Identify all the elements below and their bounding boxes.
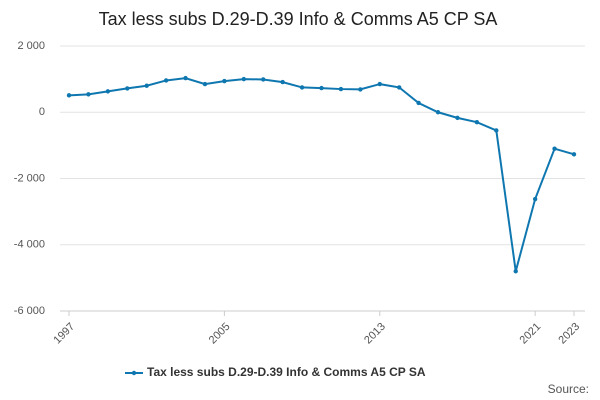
data-point [222,78,227,84]
data-point [319,85,324,91]
data-point [280,79,285,85]
data-point [183,75,188,81]
data-point [416,100,421,106]
data-point [125,86,130,91]
data-point [358,87,363,92]
data-point [377,81,382,87]
data-point [105,89,111,94]
legend-marker [131,370,137,376]
y-tick-label: -6 000 [14,305,45,317]
data-point [455,115,460,121]
x-tick-label: 1997 [51,321,77,347]
data-point [338,86,344,92]
data-point [202,81,208,87]
data-point [474,119,480,125]
data-point [86,92,91,97]
data-point [241,76,247,82]
data-point [494,128,499,133]
data-point [261,77,266,82]
y-tick-label: 0 [39,106,45,118]
data-point [66,93,72,98]
x-tick-label: 2021 [518,321,544,347]
chart-title: Tax less subs D.29-D.39 Info & Comms A5 … [99,9,498,29]
x-tick-label: 2005 [207,321,233,347]
x-tick-label: 2013 [362,321,388,347]
data-point [299,85,305,90]
data-point [163,78,169,83]
data-point [435,110,441,115]
y-tick-label: -4 000 [14,239,45,251]
y-tick-label: 2 000 [17,40,45,52]
data-point [144,83,149,88]
x-tick-label: 2023 [556,321,582,347]
series-line [68,77,575,272]
data-point [396,85,402,90]
source: Source: [548,382,589,396]
data-point [513,269,518,274]
data-point [532,196,538,202]
data-point [552,146,557,151]
y-tick-label: -2 000 [14,172,45,184]
legend-label: Tax less subs D.29-D.39 Info & Comms A5 … [147,365,426,379]
data-point [571,152,577,157]
